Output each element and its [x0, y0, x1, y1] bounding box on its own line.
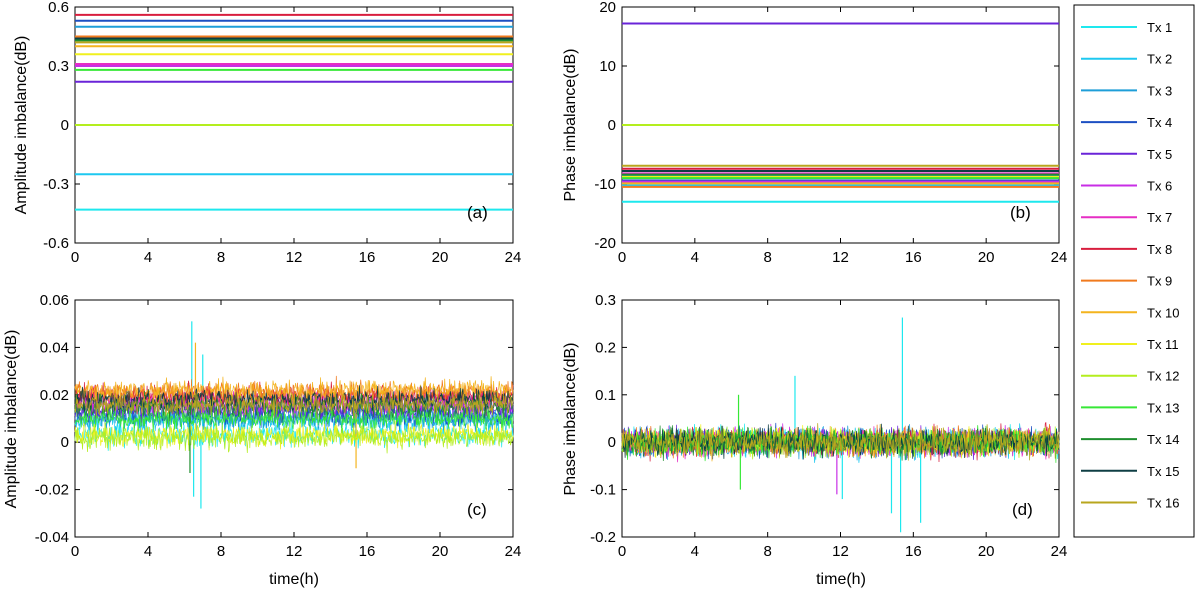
xtick-label: 16	[359, 249, 376, 266]
ytick-label: 10	[599, 58, 616, 75]
legend-label: Tx 2	[1147, 52, 1172, 67]
legend-label: Tx 14	[1147, 432, 1180, 447]
legend: Tx 1 Tx 2 Tx 3 Tx 4 Tx 5 Tx 6 Tx 7 Tx 8 Tx 9 Tx 1…	[1073, 4, 1195, 538]
legend-label: Tx 9	[1147, 274, 1172, 289]
ytick-label: 0.6	[48, 0, 69, 16]
series-line-tx-16	[621, 423, 1060, 461]
series-lines-a	[75, 13, 513, 211]
xlabel-c: time(h)	[269, 571, 319, 588]
xtick-label: 24	[1051, 249, 1068, 266]
xtick-label: 20	[978, 249, 995, 266]
plot-frame-d	[621, 299, 1060, 538]
xtick-label: 12	[832, 543, 849, 560]
series-lines-d	[621, 317, 1060, 533]
ytick-label: -0.1	[590, 482, 616, 499]
legend-label: Tx 12	[1147, 369, 1180, 384]
xtick-label: 16	[905, 543, 922, 560]
ytick-label: -10	[594, 176, 616, 193]
legend-label: Tx 3	[1147, 83, 1172, 98]
xtick-label: 0	[618, 543, 626, 560]
xtick-label: 16	[359, 543, 376, 560]
series-line-tx-13	[74, 403, 514, 434]
xtick-label: 0	[618, 249, 626, 266]
panel-c: 0 4 8 12 16 20 24 -0.04 -0.02 0 0.02 0.04 0.06 Ampli…	[3, 292, 521, 588]
ytick-label: -0.04	[35, 529, 69, 546]
ytick-label: 0.06	[40, 292, 69, 309]
xtick-label: 24	[505, 249, 522, 266]
ytick-label: 0.3	[595, 292, 616, 309]
series-lines-b	[622, 22, 1059, 203]
ylabel-d: Phase imbalance(dB)	[562, 343, 579, 496]
panel-a: 0 4 8 12 16 20 24 -0.6 -0.3 0 0.3 0.6 Amplitude imb…	[13, 0, 521, 266]
ytick-label: 0.1	[595, 387, 616, 404]
ytick-label: -0.3	[43, 176, 69, 193]
legend-label: Tx 8	[1147, 242, 1172, 257]
panel-b: 0 4 8 12 16 20 24 -20 -10 0 10 20 Phase imbalance(d…	[562, 0, 1067, 266]
legend-label: Tx 11	[1147, 337, 1179, 352]
ytick-label: 0.04	[40, 339, 69, 356]
panel-label-c: (c)	[467, 500, 487, 519]
xtick-label: 0	[71, 249, 79, 266]
xtick-label: 4	[144, 543, 152, 560]
ticks-d: 0 4 8 12 16 20 24 -0.2 -0.1 0 0.1 0.2 0.3	[590, 292, 1067, 560]
legend-label: Tx 16	[1147, 496, 1180, 511]
xtick-label: 0	[71, 543, 79, 560]
ticks-a: 0 4 8 12 16 20 24 -0.6 -0.3 0 0.3 0.6	[43, 0, 521, 266]
xtick-label: 8	[763, 249, 771, 266]
xtick-label: 8	[217, 249, 225, 266]
panel-label-b: (b)	[1010, 203, 1031, 222]
legend-box	[1073, 4, 1195, 538]
legend-entries: Tx 1 Tx 2 Tx 3 Tx 4 Tx 5 Tx 6 Tx 7 Tx 8 Tx 9 Tx 1…	[1081, 20, 1180, 511]
ytick-label: -0.02	[35, 482, 69, 499]
xtick-label: 12	[286, 543, 303, 560]
xtick-label: 12	[286, 249, 303, 266]
panel-label-d: (d)	[1012, 500, 1033, 519]
ylabel-a: Amplitude imbalance(dB)	[13, 36, 30, 215]
panel-label-a: (a)	[467, 203, 488, 222]
xtick-label: 12	[832, 249, 849, 266]
xtick-label: 20	[978, 543, 995, 560]
ytick-label: -20	[594, 235, 616, 252]
xtick-label: 4	[691, 543, 699, 560]
xtick-label: 16	[905, 249, 922, 266]
ytick-label: 20	[599, 0, 616, 16]
ytick-label: 0	[61, 117, 69, 134]
series-line-tx-16	[74, 390, 514, 420]
ytick-label: 0.2	[595, 339, 616, 356]
legend-label: Tx 10	[1147, 305, 1180, 320]
xtick-label: 24	[505, 543, 522, 560]
panel-d: 0 4 8 12 16 20 24 -0.2 -0.1 0 0.1 0.2 0.3 Phase imba…	[562, 292, 1067, 588]
ytick-label: 0	[608, 434, 616, 451]
ticks-b: 0 4 8 12 16 20 24 -20 -10 0 10 20	[594, 0, 1067, 266]
ticks-c: 0 4 8 12 16 20 24 -0.04 -0.02 0 0.02 0.04 0.06	[35, 292, 522, 560]
xlabel-d: time(h)	[816, 571, 866, 588]
xtick-label: 4	[144, 249, 152, 266]
xtick-label: 8	[763, 543, 771, 560]
legend-label: Tx 15	[1147, 464, 1180, 479]
legend-label: Tx 7	[1147, 210, 1172, 225]
ytick-label: 0.02	[40, 387, 69, 404]
ytick-label: 0	[608, 117, 616, 134]
series-line-tx-12	[74, 422, 514, 454]
ylabel-c: Amplitude imbalance(dB)	[3, 330, 20, 509]
ytick-label: -0.2	[590, 529, 616, 546]
legend-label: Tx 1	[1147, 20, 1172, 35]
ytick-label: 0	[61, 434, 69, 451]
ytick-label: 0.3	[48, 58, 69, 75]
xtick-label: 8	[217, 543, 225, 560]
xtick-label: 4	[691, 249, 699, 266]
ytick-label: -0.6	[43, 235, 69, 252]
legend-label: Tx 6	[1147, 179, 1172, 194]
xtick-label: 20	[432, 543, 449, 560]
xtick-label: 24	[1051, 543, 1068, 560]
legend-label: Tx 13	[1147, 400, 1180, 415]
xtick-label: 20	[432, 249, 449, 266]
legend-label: Tx 5	[1147, 147, 1172, 162]
series-lines-c	[74, 321, 514, 509]
ylabel-b: Phase imbalance(dB)	[562, 49, 579, 202]
legend-label: Tx 4	[1147, 115, 1172, 130]
